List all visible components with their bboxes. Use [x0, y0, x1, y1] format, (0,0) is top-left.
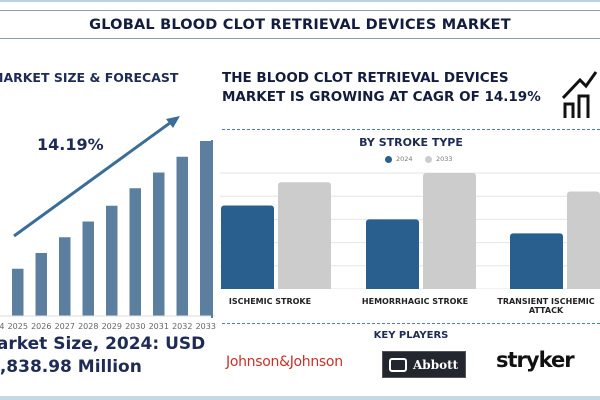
bar-2033	[423, 173, 476, 292]
top-border	[0, 0, 600, 2]
bar-2028	[82, 221, 94, 316]
bar-2024	[366, 219, 419, 292]
market-size-line2: 1,838.98 Million	[0, 357, 142, 377]
year-label: 2027	[54, 322, 75, 331]
forecast-bar-chart	[0, 116, 215, 317]
bar-2031	[153, 172, 165, 316]
bar-2033	[200, 141, 212, 316]
year-label: 2031	[148, 322, 169, 331]
legend-item-2024: 2024	[385, 155, 413, 163]
year-label: 2029	[101, 322, 122, 331]
cagr-label: 14.19%	[37, 135, 104, 154]
key-players-title: KEY PLAYERS	[373, 330, 449, 341]
growth-arrow	[13, 118, 175, 238]
headline-line1: THE BLOOD CLOT RETRIEVAL DEVICES	[222, 70, 509, 86]
bar-2027	[59, 237, 71, 316]
bar-2024	[221, 205, 274, 292]
bar-2025	[12, 268, 24, 316]
house-growth-chart-icon	[562, 71, 598, 118]
bar-2029	[106, 205, 118, 316]
stroke-type-bar-chart	[215, 172, 600, 295]
divider	[222, 129, 600, 130]
legend-item-2033: 2033	[425, 155, 453, 163]
year-label: 2025	[7, 322, 28, 331]
page-title: GLOBAL BLOOD CLOT RETRIEVAL DEVICES MARK…	[0, 10, 600, 39]
year-label: 2028	[78, 322, 99, 331]
stroke-chart-title: BY STROKE TYPE	[359, 136, 463, 149]
bar-2024	[510, 233, 563, 292]
abbott-logo-icon	[389, 357, 407, 372]
bar-2030	[129, 188, 141, 316]
legend-swatch	[385, 155, 392, 163]
category-label: HEMORRHAGIC STROKE	[361, 297, 469, 306]
bar-2033	[567, 191, 600, 292]
divider	[222, 323, 600, 324]
forecast-title: MARKET SIZE & FORECAST	[0, 70, 179, 85]
market-size-line1: Market Size, 2024: USD	[0, 334, 206, 354]
headline-line2: MARKET IS GROWING AT CAGR OF 14.19%	[222, 89, 541, 105]
category-label: ISCHEMIC STROKE	[228, 297, 312, 306]
category-label: TRANSIENT ISCHEMIC ATTACK	[497, 297, 595, 315]
year-label: 2032	[172, 322, 193, 331]
year-label: 2030	[125, 322, 146, 331]
bottom-border	[0, 396, 600, 400]
bar-2026	[35, 253, 47, 316]
legend-swatch	[425, 155, 432, 163]
logo-johnson-and-johnson: Johnson&Johnson	[226, 354, 343, 370]
divider-vertical	[211, 140, 213, 318]
year-label: 2026	[31, 322, 52, 331]
year-label: 2033	[195, 322, 216, 331]
bar-2033	[278, 182, 331, 292]
logo-abbott: Abbott	[382, 351, 466, 378]
arrow-head-icon	[166, 116, 180, 128]
logo-stryker: stryker	[496, 348, 575, 372]
bar-2032	[176, 156, 188, 316]
year-label: 2024	[0, 322, 5, 331]
cagr-headline: THE BLOOD CLOT RETRIEVAL DEVICES MARKET …	[222, 69, 562, 107]
